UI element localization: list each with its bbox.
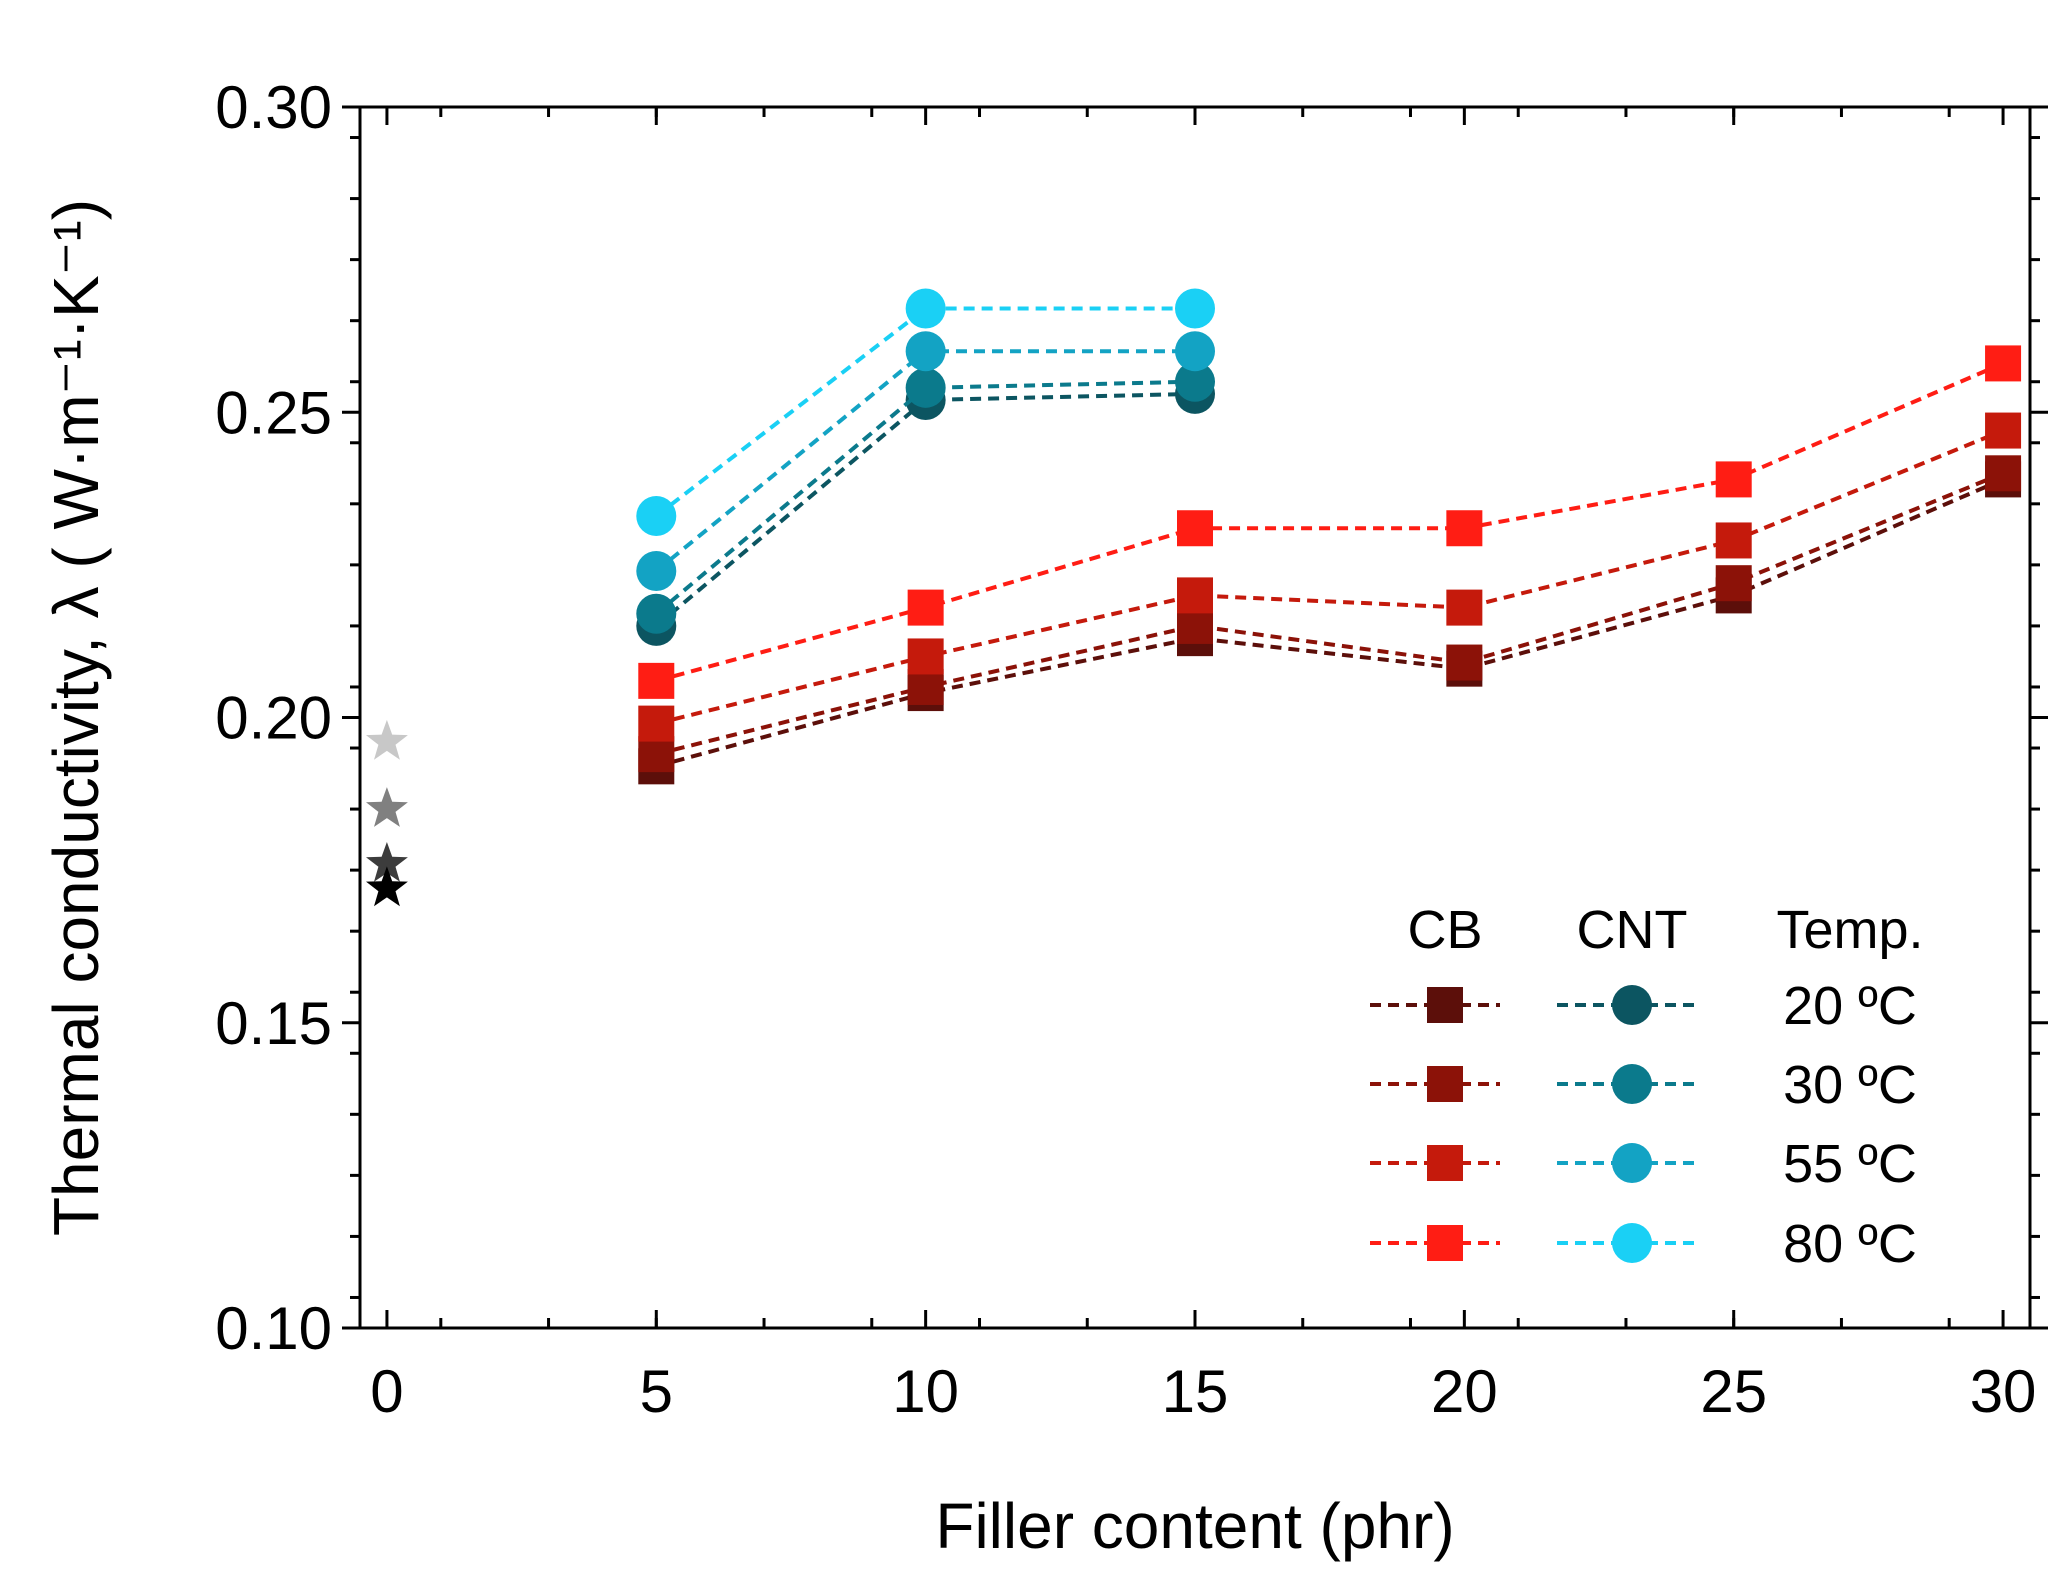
x-tick-label: 20 <box>1431 1358 1498 1425</box>
series-line <box>655 428 2004 726</box>
legend-marker-cnt <box>1612 985 1652 1025</box>
data-point <box>907 668 944 705</box>
data-point <box>636 496 677 537</box>
series-cnt-30-c <box>636 361 1215 634</box>
series-line <box>655 361 2004 683</box>
y-tick-label: 0.15 <box>215 990 332 1057</box>
data-point <box>905 367 946 408</box>
legend-header-cb: CB <box>1407 900 1482 960</box>
series-cb-55-c <box>638 412 2022 742</box>
series-cnt-55-c <box>636 331 1215 591</box>
data-point <box>1175 288 1215 329</box>
legend-temp-label: 20 ºC <box>1783 976 1917 1036</box>
y-tick-label: 0.30 <box>215 74 332 141</box>
data-point <box>1446 589 1483 626</box>
data-point <box>905 288 946 329</box>
data-point <box>1715 522 1752 559</box>
data-point <box>1177 607 1213 644</box>
data-point <box>1177 510 1213 547</box>
series-cb-20-c <box>638 461 2022 785</box>
x-tick-label: 30 <box>1970 1358 2037 1425</box>
data-point <box>1985 345 2022 382</box>
legend: CB CNT Temp. 20 ºC 30 ºC 55 ºC 80 ºC <box>1370 900 1924 1274</box>
data-point <box>1177 577 1213 614</box>
data-point <box>636 593 677 634</box>
data-point <box>366 842 408 882</box>
data-point <box>1175 361 1215 402</box>
x-tick-label: 0 <box>370 1358 403 1425</box>
data-point <box>905 331 946 372</box>
data-point <box>1175 331 1215 372</box>
y-tick-label: 0.20 <box>215 685 332 752</box>
x-axis-title: Filler content (phr) <box>935 1490 1454 1562</box>
series-line <box>655 477 2004 769</box>
data-point <box>1446 644 1483 681</box>
x-tick-label: 25 <box>1700 1358 1767 1425</box>
data-point <box>1715 461 1752 498</box>
x-tick-label: 5 <box>640 1358 673 1425</box>
series-cb-30-c <box>638 455 2022 773</box>
series-cb-80-c <box>638 345 2022 699</box>
data-point <box>1715 565 1752 602</box>
legend-marker-cnt <box>1612 1223 1652 1263</box>
data-point <box>638 662 675 699</box>
legend-temp-label: 55 ºC <box>1783 1134 1917 1194</box>
y-tick-label: 0.25 <box>215 379 332 446</box>
legend-marker-cb <box>1427 1066 1463 1102</box>
series-unfilled-55-c <box>366 787 408 827</box>
data-point <box>907 589 944 626</box>
plot-series <box>366 288 2022 907</box>
data-point <box>1985 412 2022 449</box>
legend-temp-label: 30 ºC <box>1783 1055 1917 1115</box>
plot-frame <box>358 105 2032 1330</box>
legend-temp-label: 80 ºC <box>1783 1214 1917 1274</box>
data-point <box>638 736 675 773</box>
series-unfilled-20-c <box>366 866 408 907</box>
series-cnt-80-c <box>636 288 1215 537</box>
data-point <box>366 787 408 827</box>
series-unfilled-30-c <box>366 842 408 882</box>
data-point <box>636 550 677 591</box>
data-point <box>366 719 408 760</box>
legend-marker-cb <box>1427 987 1463 1023</box>
series-line <box>655 471 2004 757</box>
legend-marker-cnt <box>1612 1143 1652 1183</box>
y-axis-title: Thermal conductivity, λ ( W·m⁻¹·K⁻¹) <box>40 199 112 1236</box>
axis-ticks: 0 5 10 15 20 25 30 0.10 0.15 0.20 0.25 0.30 <box>215 74 2048 1425</box>
legend-marker-cnt <box>1612 1064 1652 1104</box>
legend-header-cnt: CNT <box>1577 900 1688 960</box>
data-point <box>638 705 675 742</box>
x-tick-label: 15 <box>1162 1358 1229 1425</box>
legend-marker-cb <box>1427 1145 1463 1181</box>
data-point <box>366 866 408 907</box>
series-unfilled-80-c <box>366 719 408 760</box>
data-point <box>1446 510 1483 547</box>
legend-header-temp: Temp. <box>1776 900 1923 960</box>
x-tick-label: 10 <box>892 1358 959 1425</box>
legend-marker-cb <box>1427 1225 1463 1261</box>
y-tick-label: 0.10 <box>215 1295 332 1362</box>
data-point <box>907 638 944 675</box>
series-line <box>655 306 1195 518</box>
data-point <box>1985 455 2022 492</box>
